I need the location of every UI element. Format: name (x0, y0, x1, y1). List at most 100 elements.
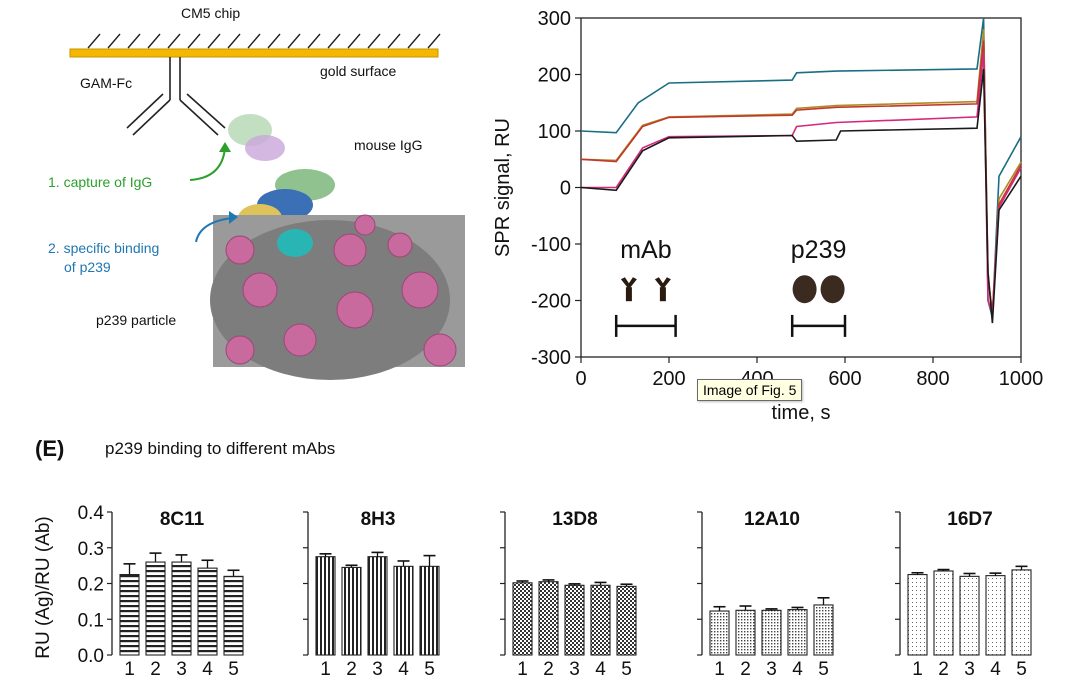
series-line-trace-teal (580, 17, 1022, 318)
x-tick-label: 5 (228, 659, 239, 675)
capture-arrow (189, 147, 226, 181)
y-tick-label: 0.0 (78, 646, 104, 667)
x-tick-label: 4 (792, 659, 803, 675)
y-tick-label: -100 (531, 234, 571, 256)
y-axis-label: RU (Ag)/RU (Ab) (33, 516, 54, 659)
bar (813, 604, 834, 656)
antibody-arm (654, 277, 671, 290)
spr-sensorgram: -300-200-100010020030002004006008001000t… (492, 8, 1044, 424)
bar (223, 575, 244, 656)
x-tick-label: 3 (766, 659, 777, 675)
x-tick-label: 0 (575, 368, 586, 390)
bar (419, 565, 440, 656)
antibody-stem (625, 287, 632, 302)
bar (985, 575, 1006, 656)
bar-chart-title: 16D7 (947, 509, 992, 530)
x-tick-label: 3 (964, 659, 975, 675)
bar (735, 609, 756, 656)
bar (393, 565, 414, 656)
step-binding-label-2: of p239 (64, 259, 111, 275)
x-tick-label: 3 (176, 659, 187, 675)
x-tick-label: 4 (990, 659, 1001, 675)
annotation-label: p239 (791, 236, 847, 264)
y-tick-label: 0.2 (78, 575, 104, 596)
x-tick-label: 1 (124, 659, 135, 675)
igg-label: mouse IgG (354, 137, 423, 153)
x-tick-label: 2 (740, 659, 751, 675)
gold-surface (69, 48, 439, 58)
bar (315, 556, 336, 656)
x-tick-label: 4 (398, 659, 409, 675)
chip-label: CM5 chip (181, 5, 241, 21)
y-tick-label: 0 (560, 178, 571, 200)
x-tick-label: 5 (424, 659, 435, 675)
panel-e-letter: (E) (35, 436, 65, 461)
x-tick-label: 4 (595, 659, 606, 675)
spr-schematic (69, 33, 465, 380)
y-tick-label: 0.4 (78, 503, 105, 524)
antibody-arm (620, 277, 637, 290)
step-capture-label: 1. capture of IgG (48, 174, 153, 190)
x-tick-label: 1 (912, 659, 923, 675)
y-tick-label: 0.3 (78, 539, 104, 560)
y-tick-label: 200 (538, 65, 571, 87)
x-tick-label: 2 (543, 659, 554, 675)
y-tick-label: -300 (531, 347, 571, 369)
gold-surface-label: gold surface (320, 63, 397, 79)
binding-arrow (195, 217, 233, 243)
x-tick-label: 3 (569, 659, 580, 675)
y-tick-label: 0.1 (78, 610, 104, 631)
bar (197, 567, 218, 656)
antibody-icon (126, 57, 226, 136)
antibody-icon (654, 277, 671, 302)
annotation-label: mAb (620, 236, 671, 264)
particle-icon (820, 275, 845, 304)
bar-chart-title: 13D8 (552, 509, 597, 530)
bar (171, 561, 192, 656)
y-axis-label: SPR signal, RU (492, 118, 514, 257)
x-tick-label: 4 (202, 659, 213, 675)
x-tick-label: 800 (916, 368, 949, 390)
x-tick-label: 2 (346, 659, 357, 675)
bar-chart-title: 8H3 (361, 509, 396, 530)
y-tick-label: 300 (538, 8, 571, 30)
y-tick-label: -200 (531, 291, 571, 313)
bar (907, 574, 928, 656)
bar (616, 585, 637, 656)
bar (119, 574, 140, 656)
x-tick-label: 2 (150, 659, 161, 675)
x-tick-label: 1 (320, 659, 331, 675)
bar-chart-title: 8C11 (160, 509, 205, 530)
bar (787, 609, 808, 656)
chip-hatch (87, 33, 441, 49)
bar (959, 575, 980, 656)
x-tick-label: 1 (714, 659, 725, 675)
bar (538, 581, 559, 656)
p239-particle (210, 214, 465, 380)
x-tick-label: 3 (372, 659, 383, 675)
antibody-stem (659, 287, 666, 302)
x-tick-label: 5 (621, 659, 632, 675)
x-tick-label: 1 (517, 659, 528, 675)
series-line-trace-magenta (581, 51, 1022, 315)
particle-label: p239 particle (96, 312, 177, 328)
antibody-icon (620, 277, 637, 302)
x-tick-label: 5 (1016, 659, 1027, 675)
bar (761, 609, 782, 656)
series-line-trace-black (580, 68, 1022, 324)
image-tooltip: Image of Fig. 5 (697, 379, 803, 401)
x-tick-label: 600 (828, 368, 861, 390)
x-tick-label: 2 (938, 659, 949, 675)
bar (367, 556, 388, 656)
step-binding-label: 2. specific binding (48, 240, 160, 256)
bar (341, 566, 362, 656)
bar (564, 584, 585, 656)
series-line-trace-red (580, 40, 1022, 312)
bar (1011, 569, 1032, 656)
x-tick-label: 1000 (999, 368, 1044, 390)
bar (590, 584, 611, 656)
bar (145, 561, 166, 656)
bar (933, 570, 954, 656)
antibody-label: GAM-Fc (80, 75, 133, 91)
